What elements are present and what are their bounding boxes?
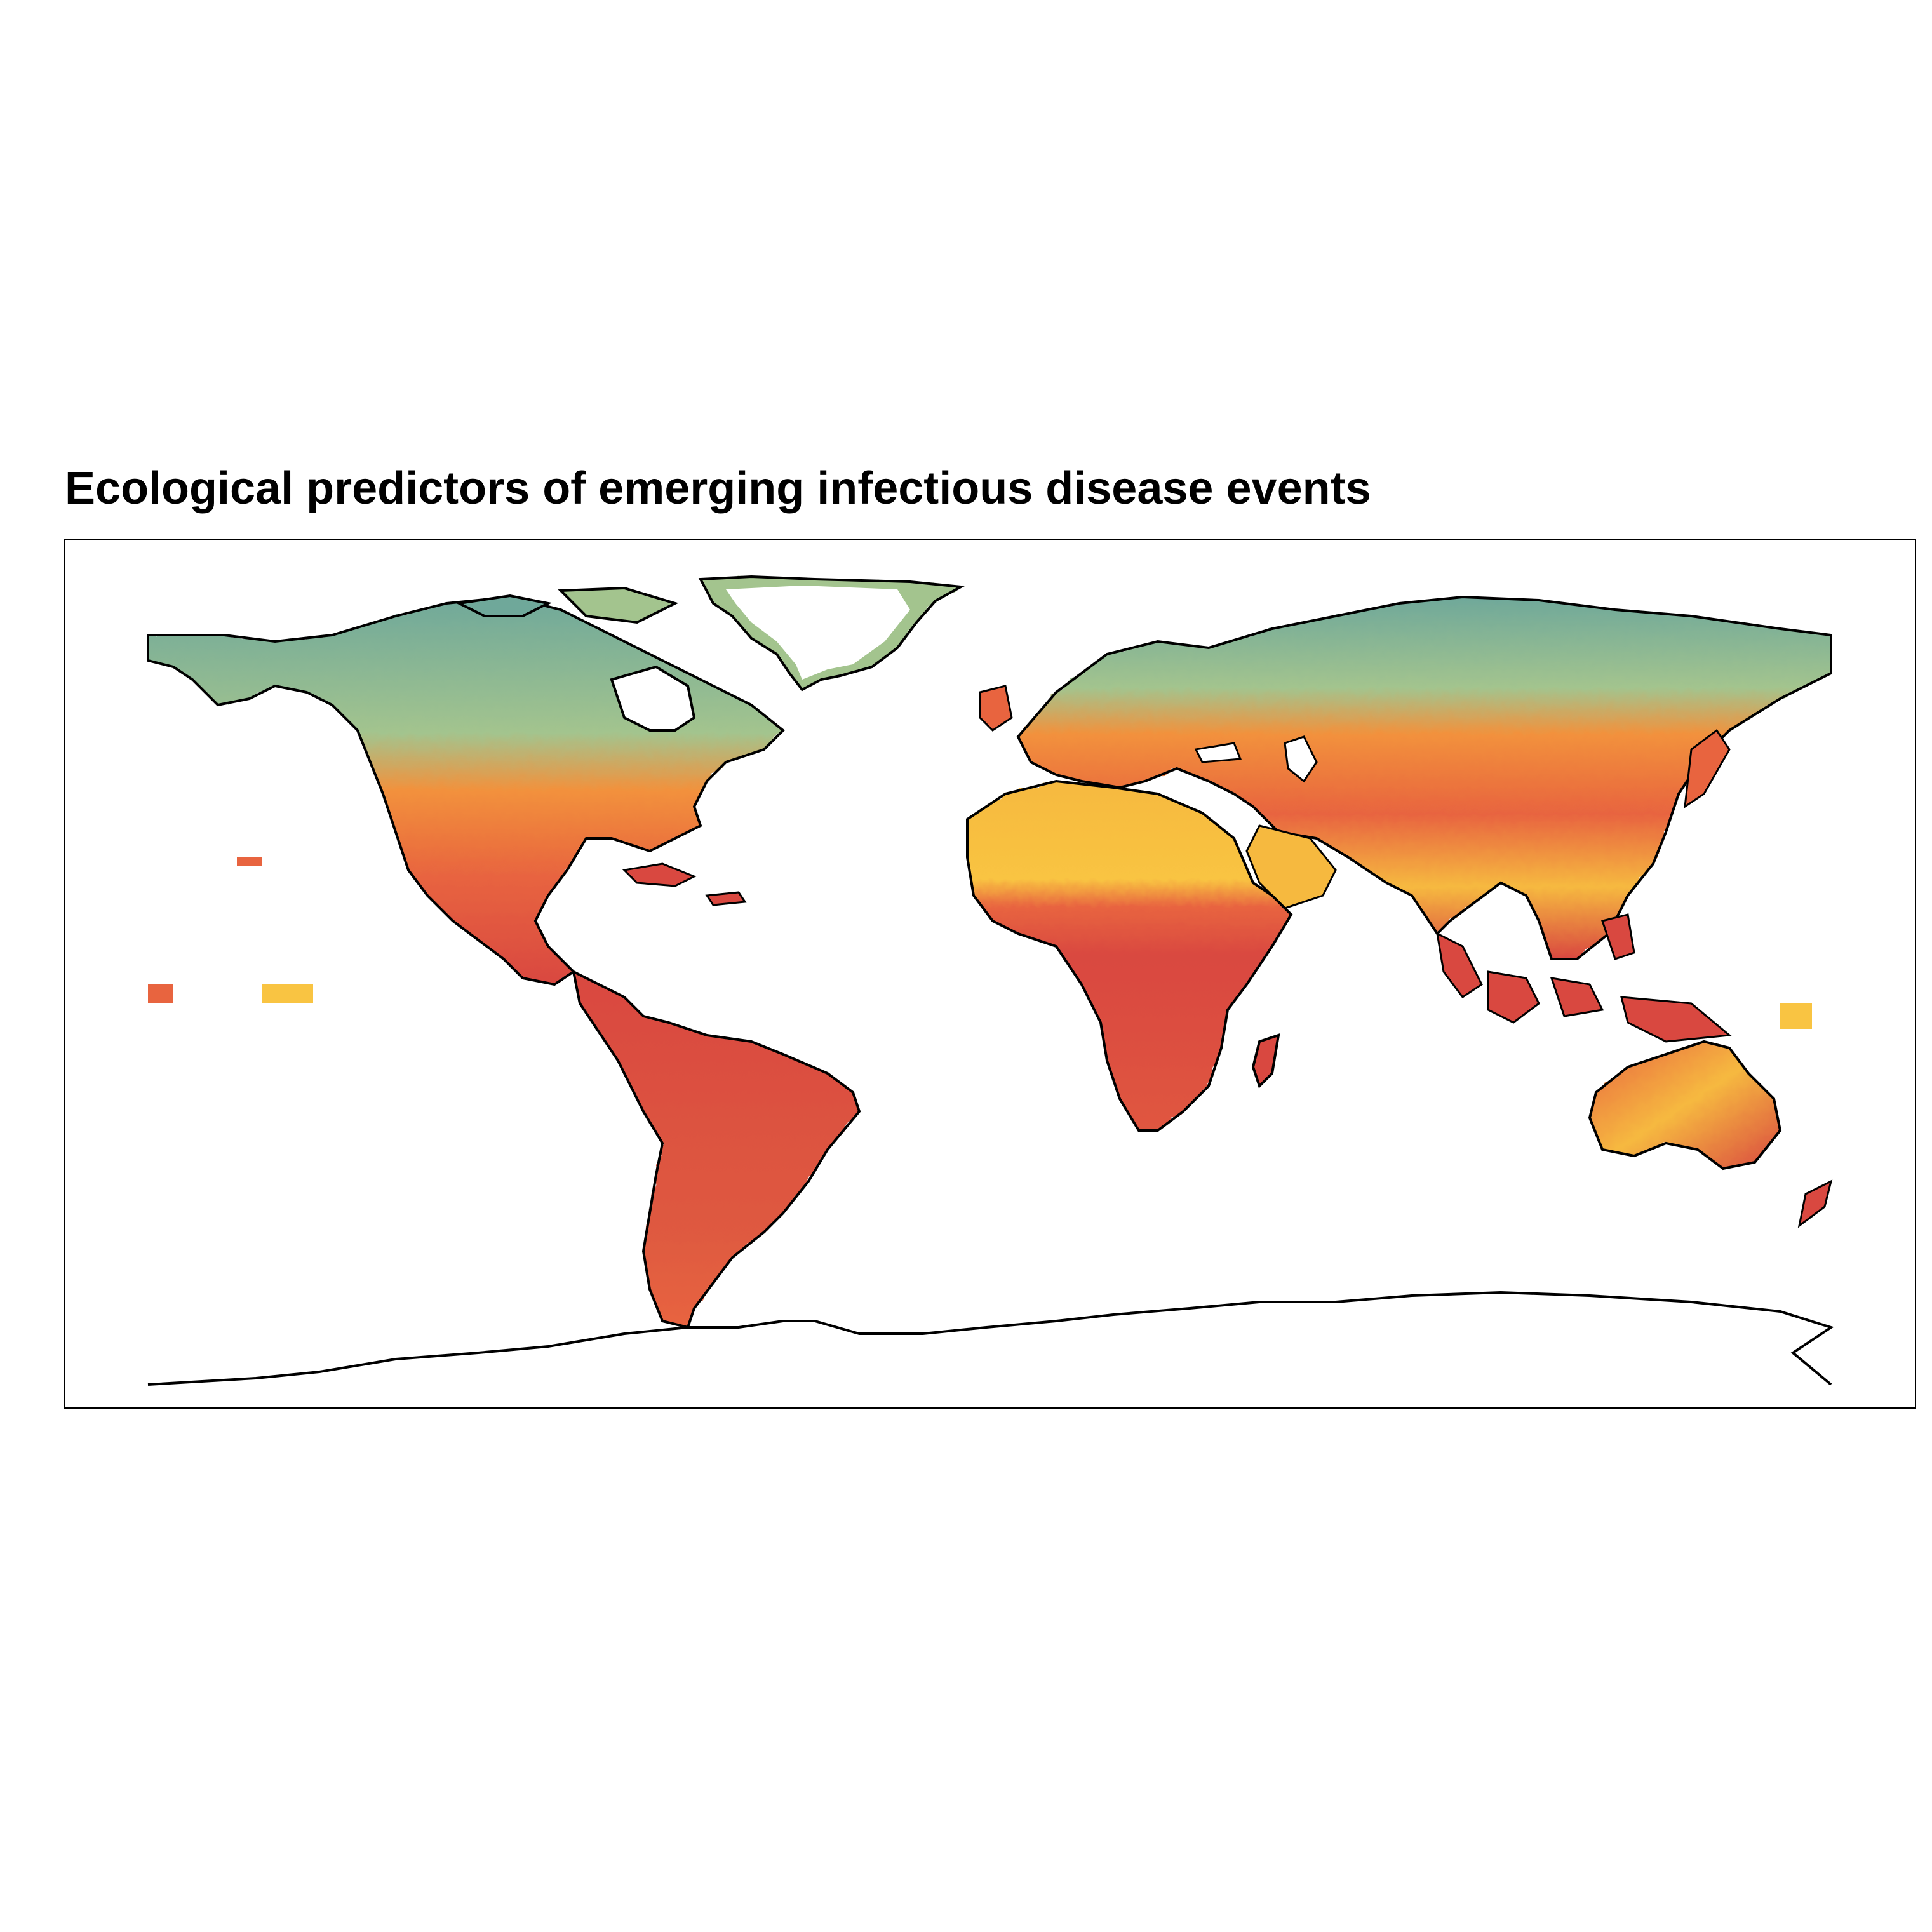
region-pacific-islands — [148, 857, 1812, 1029]
region-antarctica — [147, 1291, 1834, 1386]
region-new-zealand — [1797, 1179, 1833, 1228]
world-map — [147, 575, 1834, 1386]
map-frame — [64, 539, 1916, 1409]
map-title: Ecological predictors of emerging infect… — [65, 463, 1371, 514]
region-eurasia — [979, 595, 1832, 960]
region-north-america — [147, 586, 785, 986]
region-madagascar — [1251, 1033, 1280, 1089]
region-south-america — [572, 969, 861, 1329]
region-greenland — [698, 575, 965, 692]
region-africa — [966, 779, 1293, 1132]
region-australia — [1588, 1040, 1833, 1228]
region-maritime-southeast-asia — [1436, 913, 1732, 1043]
